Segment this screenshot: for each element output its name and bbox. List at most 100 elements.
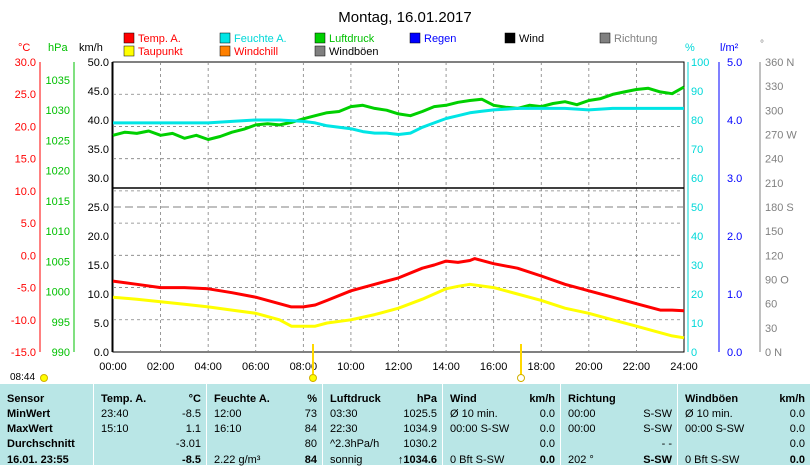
column-0: Temp. A. °C 23:40 -8.5 15:10 1.1 -3.01 -8.5 xyxy=(93,384,207,466)
cell-value: 0.0 xyxy=(539,408,555,420)
temp-tick-label: 25.0 xyxy=(15,89,36,101)
column-unit: km/h xyxy=(529,393,555,405)
cell-left: ^2.3hPa/h xyxy=(330,438,380,450)
humidity-tick-label: 0 xyxy=(691,347,697,359)
cell-value: -8.5 xyxy=(182,408,201,420)
cell-value: 0.0 xyxy=(789,423,805,435)
cell-value: 0.0 xyxy=(539,438,555,450)
direction-tick-label: 30 xyxy=(765,323,777,335)
wind-tick-label: 10.0 xyxy=(88,289,109,301)
cell-value: 0.0 xyxy=(789,438,805,450)
temp-unit: °C xyxy=(18,42,30,54)
direction-tick-label: 300 xyxy=(765,105,783,117)
cell-left: 00:00 S-SW xyxy=(685,423,745,435)
wind-tick-label: 45.0 xyxy=(88,86,109,98)
wind-tick-label: 15.0 xyxy=(88,260,109,272)
column-header: Windböen xyxy=(685,393,739,405)
legend-swatch xyxy=(409,32,421,44)
legend: Temp. A. Feuchte A. Luftdruck Regen Wind Rich… xyxy=(123,32,657,58)
x-tick-label: 16:00 xyxy=(480,361,508,373)
pressure-tick-label: 1020 xyxy=(46,166,70,178)
wind-tick-label: 35.0 xyxy=(88,144,109,156)
temp-tick-label: 15.0 xyxy=(15,154,36,166)
legend-label: Regen xyxy=(424,33,456,45)
wind-tick-label: 50.0 xyxy=(88,57,109,69)
cell-left: 23:40 xyxy=(101,408,129,420)
x-tick-label: 14:00 xyxy=(432,361,460,373)
cell-value: 1.1 xyxy=(185,423,201,435)
legend-label: Taupunkt xyxy=(138,46,183,58)
legend-label: Temp. A. xyxy=(138,33,181,45)
pressure-tick-label: 1000 xyxy=(46,287,70,299)
x-tick-label: 24:00 xyxy=(670,361,698,373)
legend-label: Luftdruck xyxy=(329,33,375,45)
cell-left: 0 Bft S-SW xyxy=(450,454,505,466)
direction-tick-label: 60 xyxy=(765,299,777,311)
pressure-tick-label: 995 xyxy=(52,317,70,329)
pressure-tick-label: 1025 xyxy=(46,135,70,147)
direction-tick-label: 210 xyxy=(765,178,783,190)
axis-units: °C hPa km/h % l/m² ° xyxy=(18,39,764,54)
humidity-tick-label: 50 xyxy=(691,202,703,214)
humidity-tick-label: 40 xyxy=(691,231,703,243)
time-marker-dot xyxy=(40,374,48,382)
series-line xyxy=(113,106,684,136)
direction-tick-label: 0 N xyxy=(765,347,782,359)
legend-swatch xyxy=(219,45,231,57)
cell-value: ↑1034.6 xyxy=(397,454,437,466)
time-marker-dot xyxy=(309,374,317,382)
direction-tick-label: 240 xyxy=(765,154,783,166)
cell-value: 1025.5 xyxy=(403,408,437,420)
x-tick-label: 02:00 xyxy=(147,361,175,373)
row-label: Sensor xyxy=(7,393,45,405)
x-tick-label: 04:00 xyxy=(194,361,222,373)
cell-value: 1034.9 xyxy=(403,423,437,435)
cell-value: 84 xyxy=(304,423,317,435)
cell-value: 1030.2 xyxy=(403,438,437,450)
cell-value: 0.0 xyxy=(789,454,805,466)
row-label: Durchschnitt xyxy=(7,438,75,450)
humidity-unit: % xyxy=(685,42,695,54)
temp-tick-label: -5.0 xyxy=(17,283,36,295)
wind-tick-label: 30.0 xyxy=(88,173,109,185)
cell-value: 73 xyxy=(304,408,317,420)
column-2: Luftdruck hPa 03:30 1025.5 22:30 1034.9 ^2.3hP… xyxy=(322,384,443,466)
time-marker-label: 08:44 xyxy=(10,372,35,383)
series-line xyxy=(112,282,685,340)
cell-left: 0 Bft S-SW xyxy=(685,454,740,466)
legend-label: Windböen xyxy=(329,46,379,58)
x-tick-label: 12:00 xyxy=(385,361,413,373)
row-label-column: Sensor MinWert MaxWert Durchschnitt 16.01. 2… xyxy=(0,384,92,466)
pressure-tick-label: 1005 xyxy=(46,256,70,268)
pressure-tick-label: 1015 xyxy=(46,196,70,208)
pressure-unit: hPa xyxy=(48,42,68,54)
wind-tick-label: 25.0 xyxy=(88,202,109,214)
x-tick-label: 06:00 xyxy=(242,361,270,373)
rain-tick-label: 5.0 xyxy=(727,57,742,69)
summary-table: Sensor MinWert MaxWert Durchschnitt 16.01. 2… xyxy=(0,384,810,466)
cell-left: 12:00 xyxy=(214,408,242,420)
pressure-tick-label: 1030 xyxy=(46,105,70,117)
humidity-tick-label: 60 xyxy=(691,173,703,185)
series-line xyxy=(112,85,685,141)
cell-left: 03:30 xyxy=(330,408,358,420)
column-unit: % xyxy=(307,393,317,405)
legend-label: Windchill xyxy=(234,46,278,58)
series-line xyxy=(112,257,685,313)
cell-value: S-SW xyxy=(643,423,672,435)
rain-tick-label: 3.0 xyxy=(727,173,742,185)
cell-left: 2.22 g/m³ xyxy=(214,454,261,466)
direction-tick-label: 180 S xyxy=(765,202,794,214)
cell-value: -3.01 xyxy=(175,438,201,450)
column-1: Feuchte A.% 12:00 73 16:10 84 80 2.22 g/m³ 84 xyxy=(206,384,323,466)
legend-swatch xyxy=(504,32,516,44)
legend-swatch xyxy=(314,32,326,44)
pressure-tick-label: 990 xyxy=(52,347,70,359)
column-unit: km/h xyxy=(779,393,805,405)
cell-value: 80 xyxy=(304,438,317,450)
cell-value: S-SW xyxy=(643,454,672,466)
x-tick-label: 08:00 xyxy=(290,361,318,373)
rain-tick-label: 2.0 xyxy=(727,231,742,243)
pressure-tick-label: 1035 xyxy=(46,75,70,87)
x-tick-label: 18:00 xyxy=(527,361,555,373)
